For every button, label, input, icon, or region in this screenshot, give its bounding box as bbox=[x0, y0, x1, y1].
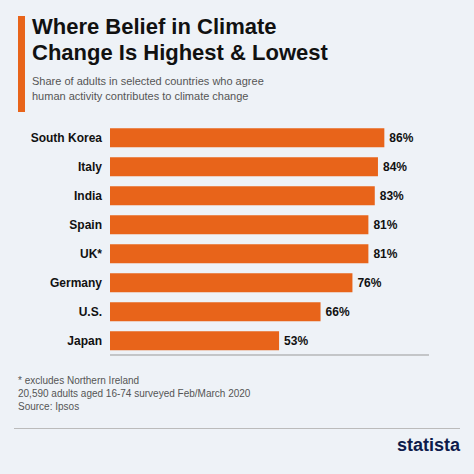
svg-text:81%: 81% bbox=[373, 218, 397, 232]
svg-text:76%: 76% bbox=[357, 276, 381, 290]
html-text:Source: Ipsos: Source: Ipsos bbox=[18, 401, 80, 412]
svg-text:Japan: Japan bbox=[67, 334, 102, 348]
svg-text:Germany: Germany bbox=[50, 276, 102, 290]
html-text:statista: statista bbox=[397, 435, 460, 455]
svg-text:Italy: Italy bbox=[78, 160, 102, 174]
svg-text:84%: 84% bbox=[383, 160, 407, 174]
svg-text:53%: 53% bbox=[284, 334, 308, 348]
html-text:Where Belief in Climate: Where Belief in Climate bbox=[32, 14, 277, 39]
svg-text:Spain: Spain bbox=[69, 218, 102, 232]
html-text:20,590 adults aged 16-74 surve: 20,590 adults aged 16-74 surveyed Feb/Ma… bbox=[18, 388, 251, 399]
svg-text:South Korea: South Korea bbox=[31, 131, 103, 145]
svg-text:66%: 66% bbox=[326, 305, 350, 319]
html-text:* excludes Northern Ireland: * excludes Northern Ireland bbox=[18, 375, 140, 386]
html-text:Change Is Highest & Lowest: Change Is Highest & Lowest bbox=[32, 40, 328, 65]
svg-text:UK*: UK* bbox=[80, 247, 102, 261]
svg-text:U.S.: U.S. bbox=[79, 305, 102, 319]
svg-text:86%: 86% bbox=[389, 131, 413, 145]
svg-text:81%: 81% bbox=[373, 247, 397, 261]
html-text:human activity contributes to: human activity contributes to climate ch… bbox=[32, 90, 249, 102]
html-text:Share of adults in selected co: Share of adults in selected countries wh… bbox=[32, 75, 264, 87]
svg-text:India: India bbox=[74, 189, 102, 203]
svg-text:83%: 83% bbox=[380, 189, 404, 203]
